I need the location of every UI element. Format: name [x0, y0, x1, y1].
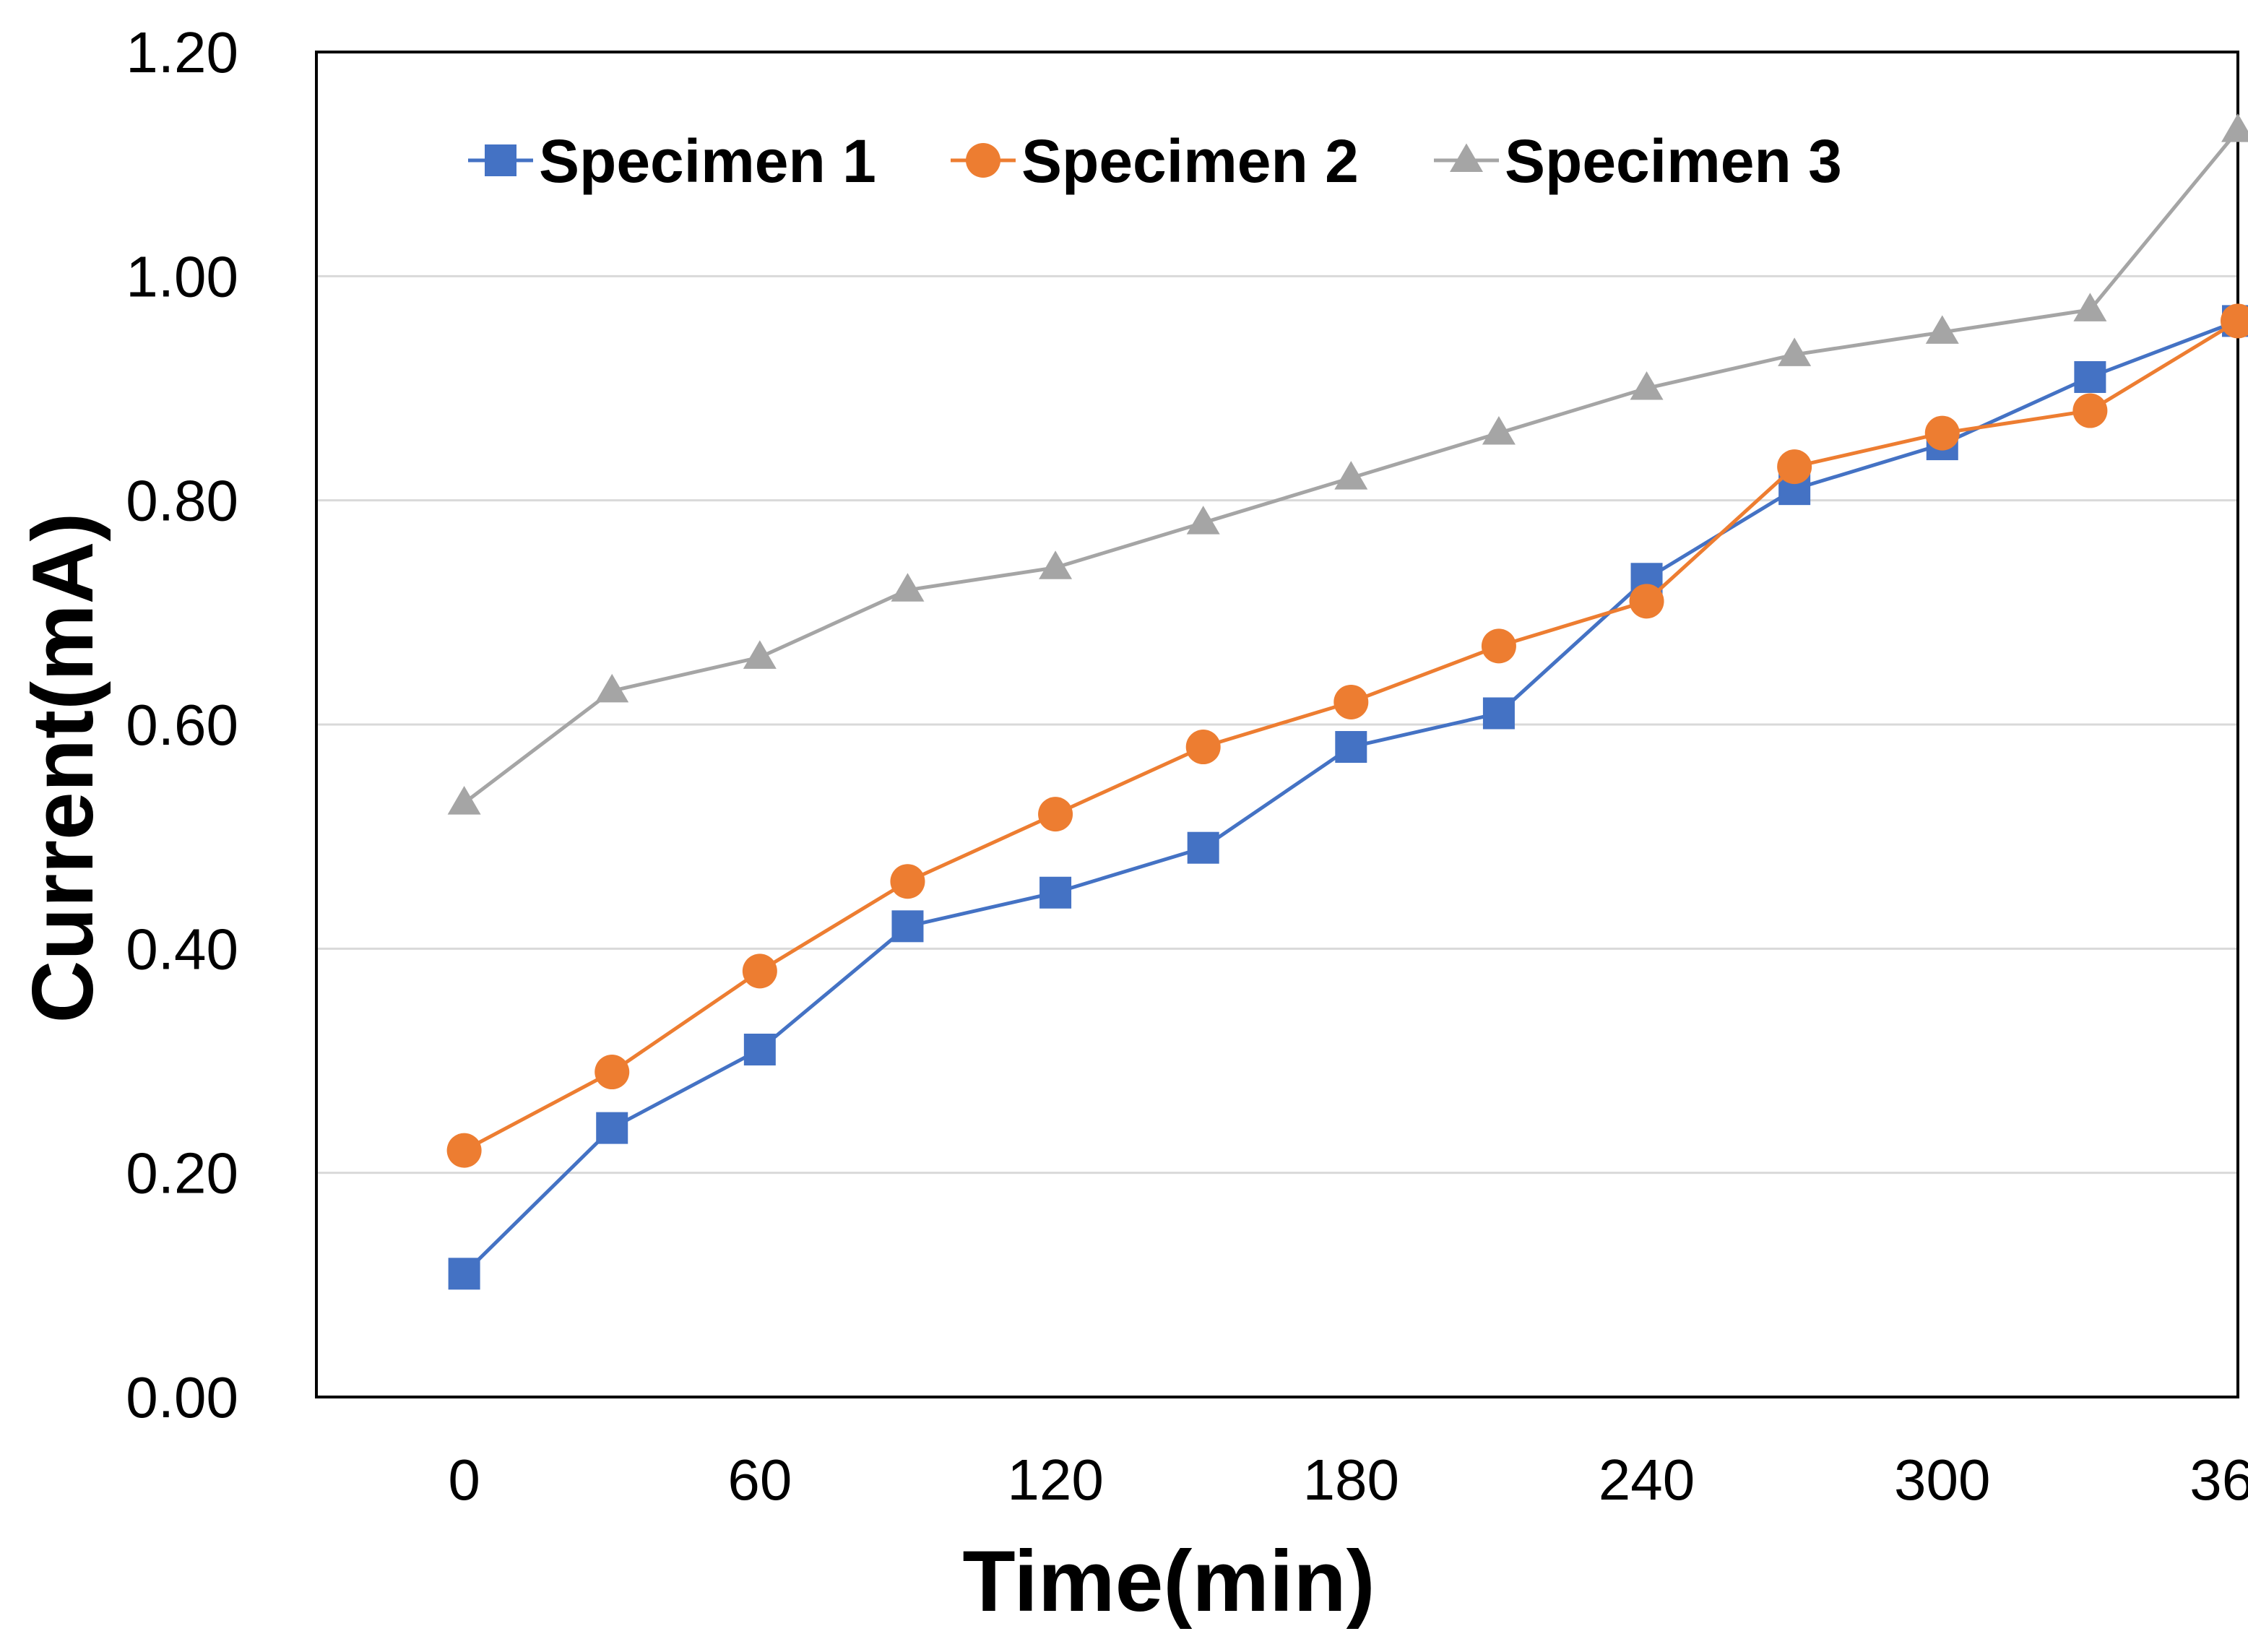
data-point-specimen-3	[1630, 371, 1664, 400]
data-point-specimen-2	[1481, 628, 1516, 664]
legend-item-specimen-2: Specimen 2	[951, 127, 1359, 195]
data-point-specimen-2	[742, 953, 777, 989]
legend-marker-specimen-3	[1450, 143, 1483, 172]
data-point-specimen-2	[1333, 684, 1369, 719]
legend-label-specimen-1: Specimen 1	[539, 127, 876, 195]
y-tick-label: 1.00	[126, 244, 238, 308]
data-point-specimen-3	[1925, 315, 1959, 344]
y-tick-label: 0.20	[126, 1141, 238, 1206]
data-point-specimen-2	[1038, 797, 1073, 832]
data-point-specimen-3	[447, 786, 481, 815]
data-point-specimen-3	[1482, 416, 1516, 445]
data-point-specimen-2	[446, 1133, 482, 1168]
y-tick-label: 0.40	[126, 917, 238, 981]
data-point-specimen-2	[1629, 584, 1664, 619]
x-tick-label: 0	[448, 1448, 480, 1512]
x-tick-label: 240	[1599, 1448, 1695, 1512]
data-point-specimen-3	[1778, 337, 1812, 366]
legend-item-specimen-3: Specimen 3	[1434, 127, 1842, 195]
data-point-specimen-1	[596, 1112, 628, 1144]
data-point-specimen-2	[1924, 415, 1960, 451]
data-point-specimen-3	[1334, 461, 1368, 490]
data-point-specimen-3	[743, 640, 777, 669]
data-point-specimen-3	[2221, 113, 2248, 142]
x-tick-label: 180	[1303, 1448, 1399, 1512]
data-point-specimen-1	[448, 1258, 480, 1290]
data-point-specimen-2	[595, 1055, 630, 1090]
series-specimen-3	[447, 113, 2248, 815]
y-tick-label: 0.60	[126, 693, 238, 757]
data-point-specimen-1	[1482, 697, 1515, 730]
y-tick-label: 0.80	[126, 469, 238, 533]
data-point-specimen-3	[1039, 550, 1073, 579]
x-axis-title: Time(min)	[962, 1533, 1375, 1630]
data-point-specimen-1	[1039, 876, 1072, 909]
legend-marker-specimen-1	[485, 144, 516, 176]
x-tick-label: 60	[727, 1448, 792, 1512]
data-point-specimen-1	[743, 1033, 776, 1065]
data-point-specimen-3	[595, 673, 629, 703]
x-axis-tick-labels: 0 60 120 180 240 300 360	[448, 1448, 2248, 1512]
legend-label-specimen-3: Specimen 3	[1505, 127, 1842, 195]
series-specimen-2	[446, 303, 2248, 1168]
data-point-specimen-2	[1185, 730, 1221, 765]
y-axis-tick-labels: 0.00 0.20 0.40 0.60 0.80 1.00 1.20	[126, 20, 238, 1430]
data-point-specimen-1	[1335, 731, 1367, 764]
x-tick-label: 360	[2189, 1448, 2248, 1512]
legend: Specimen 1 Specimen 2 Specimen 3	[468, 127, 1842, 195]
y-tick-label: 1.20	[126, 20, 238, 85]
data-point-specimen-2	[890, 864, 925, 899]
series-layer	[446, 113, 2248, 1290]
x-tick-label: 120	[1007, 1448, 1103, 1512]
legend-item-specimen-1: Specimen 1	[468, 127, 876, 195]
x-tick-label: 300	[1894, 1448, 1990, 1512]
data-point-specimen-3	[2073, 293, 2107, 321]
data-point-specimen-3	[891, 573, 925, 602]
data-point-specimen-1	[891, 910, 924, 943]
legend-marker-specimen-2	[966, 143, 1000, 178]
data-point-specimen-3	[1186, 506, 1220, 535]
data-point-specimen-1	[2074, 360, 2106, 393]
y-tick-label: 0.00	[126, 1365, 238, 1430]
data-point-specimen-2	[1777, 449, 1812, 485]
plot-area-frame	[315, 51, 2239, 1398]
data-point-specimen-2	[2221, 303, 2248, 339]
data-point-specimen-1	[1187, 831, 1219, 864]
legend-label-specimen-2: Specimen 2	[1021, 127, 1359, 195]
data-point-specimen-2	[2072, 393, 2108, 428]
y-axis-title: Current(mA)	[14, 513, 111, 1024]
